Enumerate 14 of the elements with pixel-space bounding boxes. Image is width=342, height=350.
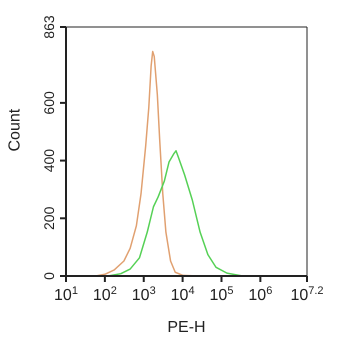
x-tick-label: 10$^{2}$ <box>92 285 117 304</box>
x-tick-label: 10$^{5}$ <box>210 285 234 304</box>
x-tick-label: 10$^{1}$ <box>54 285 78 304</box>
y-tick-label: 200 <box>41 206 57 230</box>
x-tick-label: 10$^{7.2}$ <box>290 285 324 304</box>
x-axis-title: PE-H <box>167 319 206 336</box>
y-tick-label: 0 <box>41 272 57 280</box>
y-tick-label: 400 <box>41 148 57 172</box>
y-tick-label: 600 <box>41 90 57 115</box>
y-tick-label: 863 <box>41 15 57 39</box>
x-tick-label: 10$^{3}$ <box>132 285 156 304</box>
y-axis-title: Count <box>6 108 24 152</box>
x-tick-label: 10$^{4}$ <box>170 285 195 304</box>
x-tick-label: 10$^{6}$ <box>248 285 272 304</box>
